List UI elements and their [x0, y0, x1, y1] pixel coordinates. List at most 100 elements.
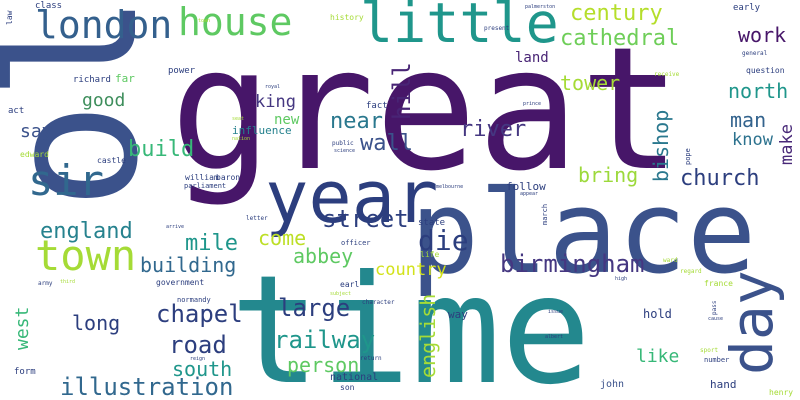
- word-chapel: chapel: [156, 300, 243, 328]
- word-seat: seat: [232, 116, 244, 122]
- word-birmingham: birmingham: [500, 250, 645, 278]
- word-receive: receive: [654, 71, 680, 78]
- word-south: south: [172, 357, 232, 381]
- word-bring: bring: [578, 163, 638, 187]
- word-sir: sir: [28, 156, 104, 205]
- word-english: english: [416, 294, 440, 378]
- word-law: law: [5, 10, 14, 25]
- word-work: work: [738, 23, 786, 47]
- word-century: century: [570, 1, 663, 26]
- word-tower: tower: [560, 71, 620, 95]
- word-build: build: [128, 137, 194, 162]
- word-albert: albert: [545, 334, 563, 340]
- word-melbourne: melbourne: [436, 184, 463, 190]
- word-parliament: parliament: [184, 182, 226, 190]
- word-appear: appear: [520, 191, 538, 197]
- word-public: public: [332, 140, 354, 147]
- word-john: john: [600, 379, 624, 390]
- word-form: form: [14, 367, 36, 377]
- word-france: france: [704, 279, 733, 288]
- word-nation: nation: [232, 136, 250, 142]
- word-follow: follow: [506, 180, 546, 193]
- word-church: church: [680, 166, 759, 191]
- word-abbey: abbey: [293, 244, 353, 268]
- word-london: london: [35, 3, 172, 47]
- word-national: national: [330, 372, 378, 383]
- word-ward: ward: [663, 257, 678, 264]
- word-present: present: [484, 25, 510, 32]
- word-road: road: [169, 331, 227, 359]
- word-early: early: [733, 3, 761, 13]
- word-railway: railway: [274, 326, 375, 354]
- word-richard: richard: [73, 75, 111, 85]
- word-officer: officer: [341, 239, 371, 247]
- word-year: year: [265, 155, 438, 239]
- word-regard: regard: [680, 268, 702, 275]
- word-person: person: [287, 353, 359, 377]
- word-country: country: [375, 260, 447, 280]
- word-land: land: [515, 50, 549, 66]
- word-day: day: [718, 270, 786, 375]
- word-army: army: [38, 280, 53, 287]
- word-number: number: [704, 356, 729, 364]
- word-river: river: [460, 117, 526, 142]
- word-fact: fact: [366, 101, 388, 111]
- word-north: north: [728, 79, 788, 103]
- word-cause: cause: [708, 316, 723, 322]
- word-pope: pope: [684, 148, 692, 165]
- word-act: act: [8, 106, 24, 116]
- word-good: good: [82, 90, 125, 111]
- word-baron: baron: [216, 173, 240, 182]
- word-life: life: [420, 250, 439, 259]
- word-pass: pass: [711, 300, 718, 315]
- word-question: question: [746, 66, 785, 75]
- word-son: son: [340, 383, 355, 392]
- word-hill: hill: [388, 62, 416, 120]
- word-prince: prince: [523, 101, 541, 107]
- word-way: way: [448, 308, 468, 321]
- word-cathedral: cathedral: [560, 26, 679, 51]
- word-william: william: [185, 173, 219, 182]
- word-subject: subject: [330, 291, 351, 297]
- word-illustration: illustration: [60, 373, 233, 400]
- word-make: make: [777, 124, 797, 165]
- word-history: history: [330, 13, 364, 22]
- word-near: near: [330, 109, 383, 134]
- word-long: long: [72, 311, 120, 335]
- word-england: england: [40, 219, 133, 244]
- word-wall: wall: [360, 131, 413, 156]
- word-palmerston: palmerston: [525, 4, 555, 10]
- word-normandy: normandy: [177, 296, 211, 304]
- word-character: character: [362, 299, 395, 306]
- word-man: man: [730, 108, 766, 132]
- word-science: science: [334, 148, 355, 154]
- word-little: little: [360, 0, 559, 55]
- word-general: general: [742, 50, 768, 57]
- word-state: state: [418, 218, 445, 228]
- word-government: government: [156, 278, 204, 287]
- word-bishop: bishop: [649, 110, 673, 182]
- word-reign: reign: [190, 356, 205, 362]
- word-town: town: [198, 18, 210, 24]
- word-high: high: [615, 276, 627, 282]
- word-west: west: [12, 307, 33, 350]
- word-third: third: [60, 279, 75, 285]
- word-die: die: [418, 224, 469, 257]
- word-come: come: [258, 226, 306, 250]
- word-old: old: [0, 0, 178, 210]
- word-mile: mile: [185, 231, 238, 256]
- word-know: know: [732, 130, 774, 150]
- word-building: building: [140, 253, 236, 277]
- word-edward: edward: [20, 150, 49, 159]
- word-town: town: [35, 231, 136, 280]
- word-house: house: [178, 0, 292, 44]
- word-place: place: [410, 166, 756, 300]
- word-hand: hand: [710, 378, 737, 391]
- word-letter: letter: [246, 215, 268, 222]
- word-march: march: [541, 204, 549, 225]
- word-new: new: [274, 112, 300, 128]
- word-class: class: [35, 1, 62, 11]
- word-king: king: [255, 92, 296, 112]
